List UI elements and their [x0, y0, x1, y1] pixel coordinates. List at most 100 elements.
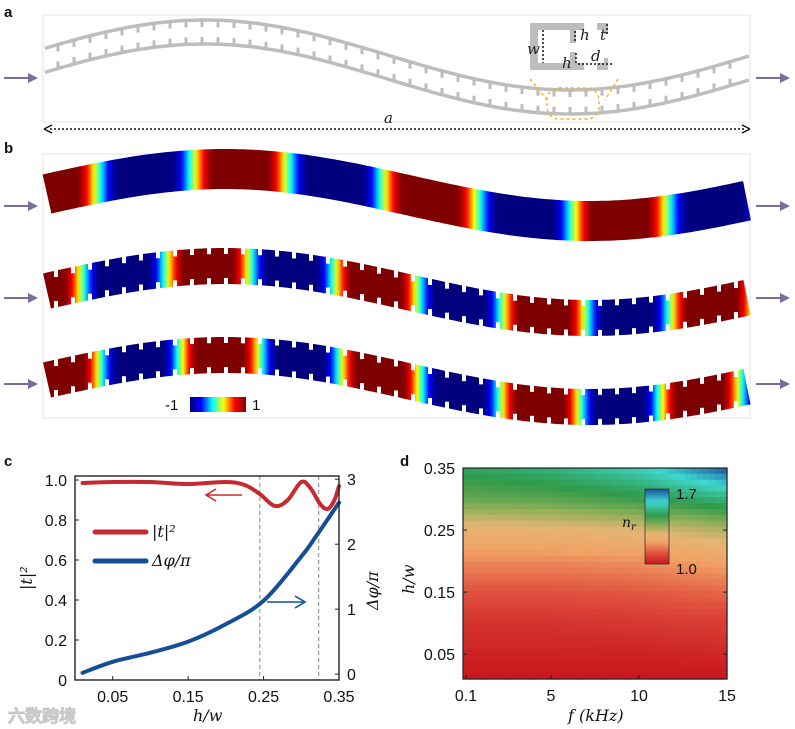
- heatmap-cell: [685, 550, 692, 557]
- heatmap-cell: [613, 550, 620, 557]
- heatmap-cell: [667, 596, 674, 604]
- heatmap-cell: [637, 509, 644, 516]
- heatmap-cell: [493, 503, 500, 510]
- heatmap-cell: [499, 520, 506, 528]
- heatmap-cell: [685, 655, 692, 663]
- y-tick-label: 0.25: [424, 523, 455, 540]
- heatmap-cell: [613, 491, 620, 498]
- heatmap-cell: [631, 602, 638, 610]
- input-arrowhead-icon: [28, 201, 38, 211]
- heatmap-cell: [511, 608, 518, 616]
- heatmap-cell: [499, 468, 506, 475]
- heatmap-cell: [475, 561, 482, 569]
- heatmap-cell: [673, 532, 680, 539]
- heatmap-cell: [469, 585, 476, 592]
- heatmap-cell: [481, 544, 488, 551]
- heatmap-cell: [589, 503, 596, 510]
- heatmap-cell: [667, 667, 674, 674]
- heatmap-cell: [601, 520, 608, 528]
- heatmap-cell: [721, 591, 728, 598]
- heatmap-cell: [571, 473, 578, 481]
- heatmap-cell: [721, 550, 728, 557]
- heatmap-cell: [685, 497, 692, 504]
- heatmap-cell: [709, 561, 716, 569]
- heatmap-cell: [481, 596, 488, 604]
- dimension-arrowheads: [43, 124, 751, 134]
- heatmap-cell: [709, 544, 716, 551]
- heatmap-cell: [499, 626, 506, 633]
- heatmap-cell: [697, 526, 704, 534]
- heatmap-cell: [673, 520, 680, 528]
- heatmap-cell: [649, 585, 656, 592]
- heatmap-cell: [661, 632, 668, 639]
- heatmap-cell: [541, 497, 548, 504]
- heatmap-cell: [721, 626, 728, 633]
- heatmap-cell: [523, 661, 530, 668]
- heatmap-cell: [553, 514, 560, 522]
- heatmap-cell: [559, 667, 566, 674]
- heatmap-cell: [505, 673, 512, 680]
- heatmap-cell: [697, 491, 704, 498]
- heatmap-cell: [469, 550, 476, 557]
- heatmap-cell: [577, 514, 584, 522]
- heatmap-cell: [577, 602, 584, 610]
- heatmap-cell: [547, 585, 554, 592]
- heatmap-cell: [589, 479, 596, 487]
- heatmap-cell: [721, 608, 728, 616]
- heatmap-cell: [667, 544, 674, 551]
- heatmap-cell: [577, 673, 584, 680]
- heatmap-cell: [523, 479, 530, 487]
- heatmap-cell: [709, 649, 716, 657]
- heatmap-cell: [571, 626, 578, 633]
- heatmap-cell: [589, 614, 596, 621]
- heatmap-cell: [481, 673, 488, 680]
- heatmap-cell: [529, 632, 536, 639]
- heatmap-cell: [529, 532, 536, 539]
- heatmap-cell: [595, 649, 602, 657]
- heatmap-cell: [631, 596, 638, 604]
- heatmap-cell: [715, 637, 722, 645]
- heatmap-cell: [637, 620, 644, 627]
- heatmap-cell: [463, 544, 470, 551]
- heatmap-cell: [541, 514, 548, 522]
- heatmap-cell: [631, 520, 638, 528]
- heatmap-cell: [469, 573, 476, 580]
- heatmap-cell: [697, 673, 704, 680]
- heatmap-cell: [607, 567, 614, 575]
- heatmap-cell: [637, 544, 644, 551]
- heatmap-cell: [631, 491, 638, 498]
- heatmap-cell: [577, 643, 584, 651]
- heatmap-cell: [715, 667, 722, 674]
- heatmap-cell: [691, 643, 698, 651]
- heatmap-cell: [511, 497, 518, 504]
- heatmap-cell: [637, 608, 644, 616]
- heatmap-cell: [589, 673, 596, 680]
- heatmap-cell: [715, 655, 722, 663]
- heatmap-cell: [643, 573, 650, 580]
- heatmap-cell: [565, 649, 572, 657]
- heatmap-cell: [523, 468, 530, 475]
- heatmap-cell: [625, 573, 632, 580]
- heatmap-cell: [703, 667, 710, 674]
- heatmap-cell: [631, 632, 638, 639]
- heatmap-cell: [565, 509, 572, 516]
- heatmap-cell: [607, 491, 614, 498]
- heatmap-cell: [595, 573, 602, 580]
- heatmap-cell: [703, 468, 710, 475]
- heatmap-cell: [505, 608, 512, 616]
- heatmap-cell: [517, 503, 524, 510]
- heatmap-cell: [655, 567, 662, 575]
- colorbar-max-label: 1: [252, 397, 260, 414]
- heatmap-cell: [535, 643, 542, 651]
- heatmap-cell: [679, 526, 686, 534]
- heatmap-cell: [667, 649, 674, 657]
- heatmap-cell: [715, 579, 722, 586]
- heatmap-cell: [715, 532, 722, 539]
- heatmap-cell: [517, 573, 524, 580]
- heatmap-cell: [631, 626, 638, 633]
- heatmap-cell: [625, 526, 632, 534]
- heatmap-cell: [523, 667, 530, 674]
- heatmap-cell: [667, 555, 674, 563]
- heatmap-cell: [601, 614, 608, 621]
- heatmap-cell: [589, 555, 596, 563]
